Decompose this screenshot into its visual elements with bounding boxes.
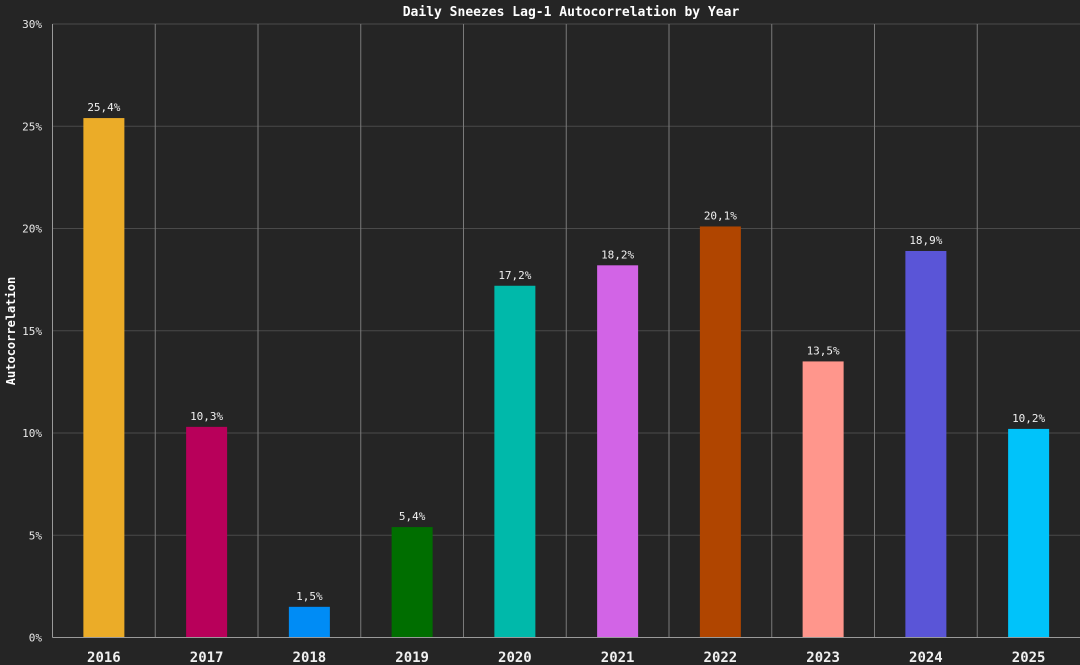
y-axis-label: Autocorrelation — [4, 277, 18, 385]
data-label-2017: 10,3% — [190, 410, 223, 423]
bar-2017 — [186, 426, 228, 638]
x-tick-label: 2022 — [704, 650, 738, 665]
bar-2016 — [83, 118, 125, 638]
data-label-2023: 13,5% — [807, 344, 840, 357]
chart-title: Daily Sneezes Lag-1 Autocorrelation by Y… — [403, 5, 740, 20]
data-label-2018: 1,5% — [296, 590, 323, 603]
data-label-2021: 18,2% — [601, 248, 634, 261]
x-tick-label: 2020 — [498, 650, 532, 665]
y-tick-label: 5% — [29, 529, 43, 542]
bar-2021 — [597, 265, 639, 638]
x-tick-label: 2018 — [293, 650, 327, 665]
bar-2018 — [288, 606, 330, 638]
x-tick-label: 2016 — [87, 650, 121, 665]
x-tick-label: 2017 — [190, 650, 224, 665]
x-tick-label: 2019 — [395, 650, 429, 665]
y-tick-label: 0% — [29, 632, 43, 645]
data-label-2025: 10,2% — [1012, 412, 1045, 425]
data-label-2024: 18,9% — [909, 234, 942, 247]
bar-2024 — [905, 250, 947, 638]
y-tick-label: 20% — [22, 223, 42, 236]
bar-2023 — [802, 361, 844, 638]
x-tick-label: 2024 — [909, 650, 943, 665]
data-label-2022: 20,1% — [704, 209, 737, 222]
bar-2020 — [494, 285, 536, 638]
y-tick-label: 15% — [22, 325, 42, 338]
x-tick-label: 2023 — [806, 650, 840, 665]
bar-2022 — [699, 226, 741, 638]
data-label-2019: 5,4% — [399, 510, 426, 523]
y-tick-label: 30% — [22, 18, 42, 31]
x-tick-label: 2025 — [1012, 650, 1046, 665]
y-tick-label: 25% — [22, 120, 42, 133]
data-label-2020: 17,2% — [498, 269, 531, 282]
x-tick-label: 2021 — [601, 650, 635, 665]
bar-2019 — [391, 527, 433, 638]
y-tick-label: 10% — [22, 427, 42, 440]
bar-2025 — [1008, 428, 1050, 638]
data-label-2016: 25,4% — [87, 101, 120, 114]
